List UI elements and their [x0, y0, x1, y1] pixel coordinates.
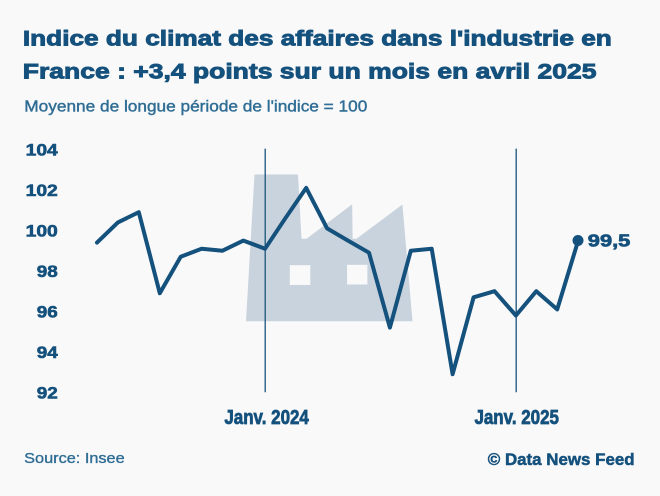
- svg-text:94: 94: [37, 344, 59, 362]
- svg-text:92: 92: [37, 384, 58, 402]
- svg-text:102: 102: [26, 182, 58, 200]
- svg-text:Indice du climat des affaires: Indice du climat des affaires dans l'ind…: [23, 27, 612, 51]
- svg-text:© Data News Feed: © Data News Feed: [488, 451, 635, 469]
- svg-text:100: 100: [26, 222, 58, 240]
- svg-text:104: 104: [26, 141, 59, 159]
- svg-text:Source: Insee: Source: Insee: [24, 451, 125, 467]
- svg-text:98: 98: [37, 263, 58, 281]
- svg-text:Janv. 2025: Janv. 2025: [474, 406, 559, 429]
- svg-text:Moyenne de longue période de l: Moyenne de longue période de l'indice = …: [24, 99, 367, 116]
- svg-text:France : +3,4 points sur un mo: France : +3,4 points sur un mois en avri…: [23, 59, 597, 83]
- svg-text:96: 96: [37, 303, 58, 321]
- svg-text:99,5: 99,5: [588, 231, 631, 251]
- svg-text:Janv. 2024: Janv. 2024: [224, 406, 309, 429]
